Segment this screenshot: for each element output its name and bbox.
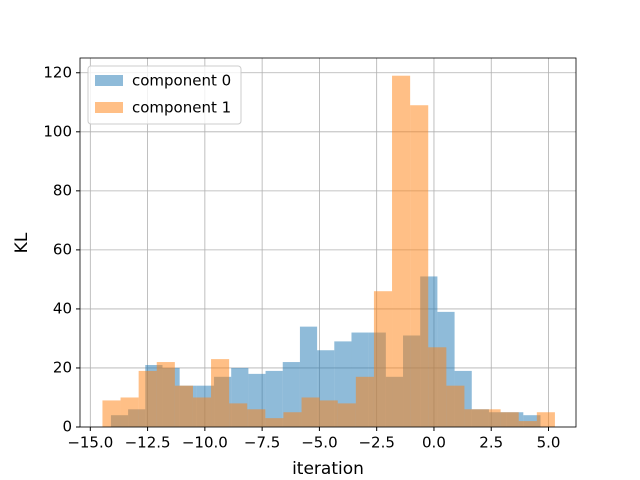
bar <box>120 397 139 427</box>
bar <box>337 403 356 427</box>
legend-swatch <box>95 75 123 86</box>
legend-frame <box>87 65 242 125</box>
y-tick-label: 100 <box>43 122 72 140</box>
bar <box>319 400 338 427</box>
bar <box>373 291 393 427</box>
bar <box>156 362 175 427</box>
bar <box>265 370 283 427</box>
bar <box>500 412 519 427</box>
y-tick-label: 60 <box>53 240 72 258</box>
legend-swatch <box>95 102 123 113</box>
x-tick-label: −15.0 <box>67 434 113 452</box>
bar <box>282 362 300 427</box>
bar <box>174 385 193 427</box>
bar <box>536 412 555 427</box>
x-tick-label: −10.0 <box>182 434 228 452</box>
x-tick-label: −2.5 <box>358 434 394 452</box>
bar <box>410 105 429 428</box>
x-axis-label: iteration <box>292 459 364 479</box>
bar <box>265 418 284 427</box>
bar <box>428 347 447 427</box>
y-tick-label: 20 <box>53 358 72 376</box>
legend-label: component 0 <box>132 72 231 90</box>
bar <box>482 409 501 427</box>
bar <box>102 400 121 427</box>
plot-frame <box>79 57 577 428</box>
y-tick-label: 120 <box>43 63 72 81</box>
bar <box>211 359 230 427</box>
bar <box>247 409 266 427</box>
y-tick-label: 80 <box>53 181 72 199</box>
bar <box>446 385 465 427</box>
x-tick-label: 2.5 <box>479 434 503 452</box>
bar <box>192 397 212 427</box>
x-tick-label: −5.0 <box>301 434 337 452</box>
bar <box>464 409 483 427</box>
x-tick-label: −12.5 <box>125 434 171 452</box>
bar <box>229 403 248 427</box>
x-tick-label: 5.0 <box>537 434 561 452</box>
bar <box>518 421 537 427</box>
bar <box>138 370 157 427</box>
bar <box>283 412 302 427</box>
bar <box>301 397 320 427</box>
legend-label: component 1 <box>132 99 231 117</box>
y-tick-label: 0 <box>62 418 72 436</box>
bar <box>392 75 411 427</box>
x-tick-label: −7.5 <box>244 434 280 452</box>
legend: component 0 component 1 <box>87 65 242 125</box>
y-tick-label: 40 <box>53 299 72 317</box>
bar <box>355 376 374 427</box>
x-tick-label: 0.0 <box>422 434 446 452</box>
y-axis-label: KL <box>12 232 32 253</box>
